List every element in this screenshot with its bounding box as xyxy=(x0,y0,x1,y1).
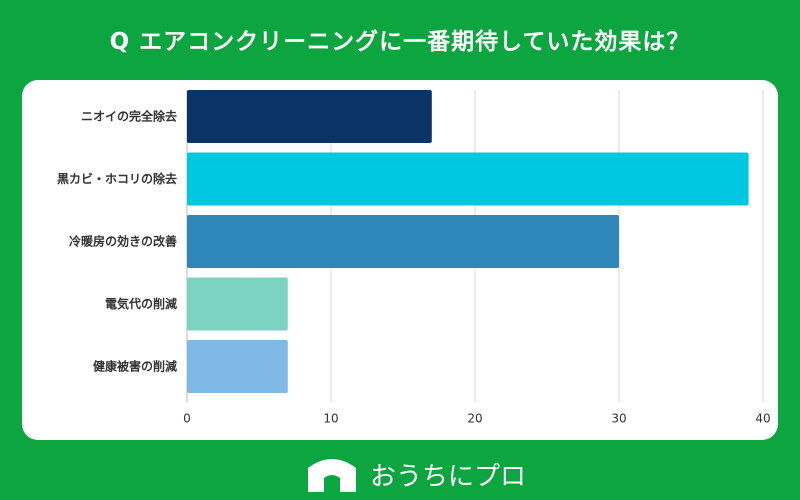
chart-card: ニオイの完全除去黒カビ・ホコリの除去冷暖房の効きの改善電気代の削減健康被害の削減… xyxy=(22,80,778,440)
x-tick-label: 10 xyxy=(323,412,338,426)
x-tick-label: 30 xyxy=(611,412,626,426)
category-label: 冷暖房の効きの改善 xyxy=(69,234,177,249)
bar-3 xyxy=(187,277,288,331)
bar-1 xyxy=(187,152,749,206)
bar-4 xyxy=(187,340,288,393)
category-label: ニオイの完全除去 xyxy=(81,109,177,124)
footer: おうちにプロ xyxy=(0,452,800,496)
x-tick-label: 40 xyxy=(755,412,770,426)
bar-2 xyxy=(187,215,619,268)
category-label: 黒カビ・ホコリの除去 xyxy=(57,171,177,186)
brand-name: おうちにプロ xyxy=(370,462,527,492)
chart-title: Q エアコンクリーニングに一番期待していた効果は？ xyxy=(109,29,691,55)
bar-chart: ニオイの完全除去黒カビ・ホコリの除去冷暖房の効きの改善電気代の削減健康被害の削減… xyxy=(57,90,771,426)
bar-0 xyxy=(187,90,432,143)
category-label: 健康被害の削減 xyxy=(93,359,177,374)
x-tick-label: 0 xyxy=(183,412,191,426)
category-label: 電気代の削減 xyxy=(105,296,177,311)
x-tick-label: 20 xyxy=(467,412,482,426)
house-logo-icon xyxy=(308,459,356,492)
